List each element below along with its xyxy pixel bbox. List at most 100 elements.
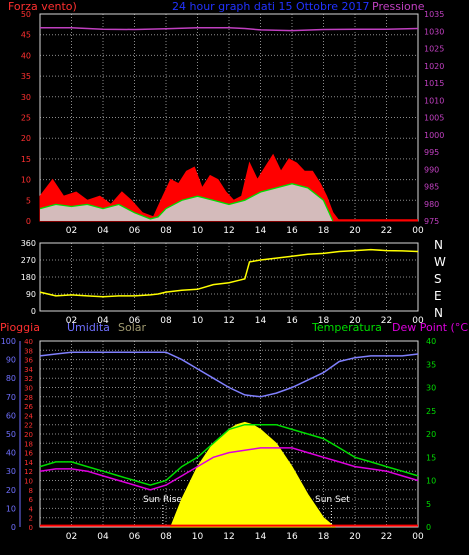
wind-x-tick-label: 16 [286,226,298,236]
temperature-y-tick-label: 0 [426,523,431,532]
pressure-y-tick-label: 1010 [424,96,444,105]
direction-x-tick-label: 14 [255,316,267,326]
rain-y-tick-label: 20 [24,431,33,439]
pressure-series [40,27,419,32]
wind-x-tick-label: 02 [66,226,77,236]
direction-y-tick-label: 360 [21,239,36,248]
wind-x-tick-label: 06 [129,226,141,236]
direction-label-e: E [434,289,442,303]
pressure-y-tick-label: 985 [424,183,439,192]
rain-y-tick-label: 30 [24,385,33,393]
climate-x-tick-label: 16 [286,532,298,542]
climate-x-tick-label: 08 [160,532,172,542]
rain-y-tick-label: 12 [24,468,33,476]
pressure-y-tick-label: 975 [424,217,439,226]
wind-y-tick-label: 0 [26,217,31,226]
wind-y-tick-label: 45 [21,31,31,40]
rain-axis-label: Pioggia [0,321,40,334]
humidity-y-tick-label: 30 [6,467,16,476]
direction-x-tick-label: 08 [160,316,172,326]
humidity-y-tick-label: 80 [6,374,16,383]
wind-direction-panel: N W S E N 0 90 180 270 360 02 04 06 08 10 12 14 16 18… [21,238,446,326]
wind-average-series [39,183,334,222]
pressure-y-tick-label: 1000 [424,131,444,140]
pressure-label: Pressione [372,0,425,13]
direction-x-tick-label: 04 [97,316,109,326]
direction-label-w: W [434,255,446,269]
climate-x-tick-label: 04 [97,532,109,542]
rain-y-tick-label: 4 [29,505,34,513]
climate-x-tick-label: 22 [381,532,392,542]
direction-y-tick-label: 180 [21,273,36,282]
temperature-y-tick-label: 10 [426,477,436,486]
rain-y-tick-label: 28 [24,394,33,402]
humidity-series [39,351,419,398]
pressure-y-tick-label: 1015 [424,79,444,88]
wind-y-tick-label: 40 [21,51,31,60]
rain-y-tick-label: 6 [29,496,34,504]
wind-y-tick-label: 20 [21,134,31,143]
rain-y-tick-label: 0 [29,524,33,532]
wind-x-tick-label: 18 [318,226,330,236]
direction-x-tick-label: 16 [286,316,298,326]
humidity-y-tick-label: 40 [6,449,16,458]
humidity-y-tick-label: 100 [1,337,16,346]
humidity-y-tick-label: 60 [6,411,16,420]
wind-x-tick-label: 08 [160,226,172,236]
rain-y-tick-label: 38 [24,347,33,355]
direction-y-tick-label: 270 [21,256,36,265]
humidity-y-tick-label: 70 [6,393,16,402]
rain-y-tick-label: 40 [24,338,33,346]
wind-x-tick-label: 22 [381,226,392,236]
direction-y-tick-label: 0 [31,307,36,316]
humidity-y-tick-label: 90 [6,356,16,365]
direction-label-n-top: N [434,238,443,252]
rain-y-tick-label: 34 [24,366,33,374]
wind-pressure-panel: 0510152025303540455097598098599099510001… [21,10,445,236]
sun-rise-label: Sun Rise [143,495,182,505]
wind-y-tick-label: 35 [21,72,31,81]
wind-y-tick-label: 5 [26,196,31,205]
rain-y-tick-label: 32 [24,375,33,383]
wind-x-tick-label: 14 [255,226,267,236]
sun-set-label: Sun Set [315,495,350,505]
pressure-y-tick-label: 995 [424,148,439,157]
rain-y-tick-label: 36 [24,357,33,365]
climate-x-tick-label: 18 [318,532,330,542]
climate-x-tick-label: 00 [412,532,424,542]
direction-x-tick-label: 06 [129,316,141,326]
pressure-y-tick-label: 1030 [424,27,444,36]
humidity-y-tick-label: 50 [6,430,16,439]
rain-y-tick-label: 10 [24,478,33,486]
climate-x-tick-label: 02 [66,532,77,542]
temp-humidity-panel: Pioggia Umidita Solar Temperatura Dew Po… [0,321,469,542]
climate-x-tick-label: 10 [192,532,204,542]
rain-y-tick-label: 2 [29,515,33,523]
wind-x-tick-label: 20 [349,226,361,236]
temperature-series [39,423,419,486]
humidity-axis-label: Umidita [67,321,110,334]
direction-label-s: S [434,272,442,286]
wind-x-tick-label: 12 [223,226,234,236]
temperature-y-tick-label: 30 [426,384,436,393]
wind-y-tick-label: 50 [21,10,31,19]
climate-x-tick-label: 20 [349,532,361,542]
climate-x-tick-label: 12 [223,532,234,542]
chart-title: 24 hour graph dati 15 Ottobre 2017 [172,0,370,13]
direction-x-tick-label: 10 [192,316,204,326]
temperature-y-tick-label: 35 [426,360,436,369]
temperature-y-tick-label: 5 [426,500,431,509]
direction-frame [39,242,419,312]
humidity-y-tick-label: 10 [6,504,16,513]
rain-y-tick-label: 24 [24,412,33,420]
wind-y-tick-label: 15 [21,155,31,164]
pressure-y-tick-label: 1005 [424,114,444,123]
rain-y-tick-label: 8 [29,487,33,495]
wind-y-tick-label: 30 [21,93,31,102]
direction-x-tick-label: 00 [412,316,424,326]
humidity-y-tick-label: 0 [11,523,16,532]
rain-y-tick-label: 16 [24,450,33,458]
rain-y-tick-label: 14 [24,459,33,467]
wind-x-tick-label: 00 [412,226,424,236]
wind-x-tick-label: 10 [192,226,204,236]
